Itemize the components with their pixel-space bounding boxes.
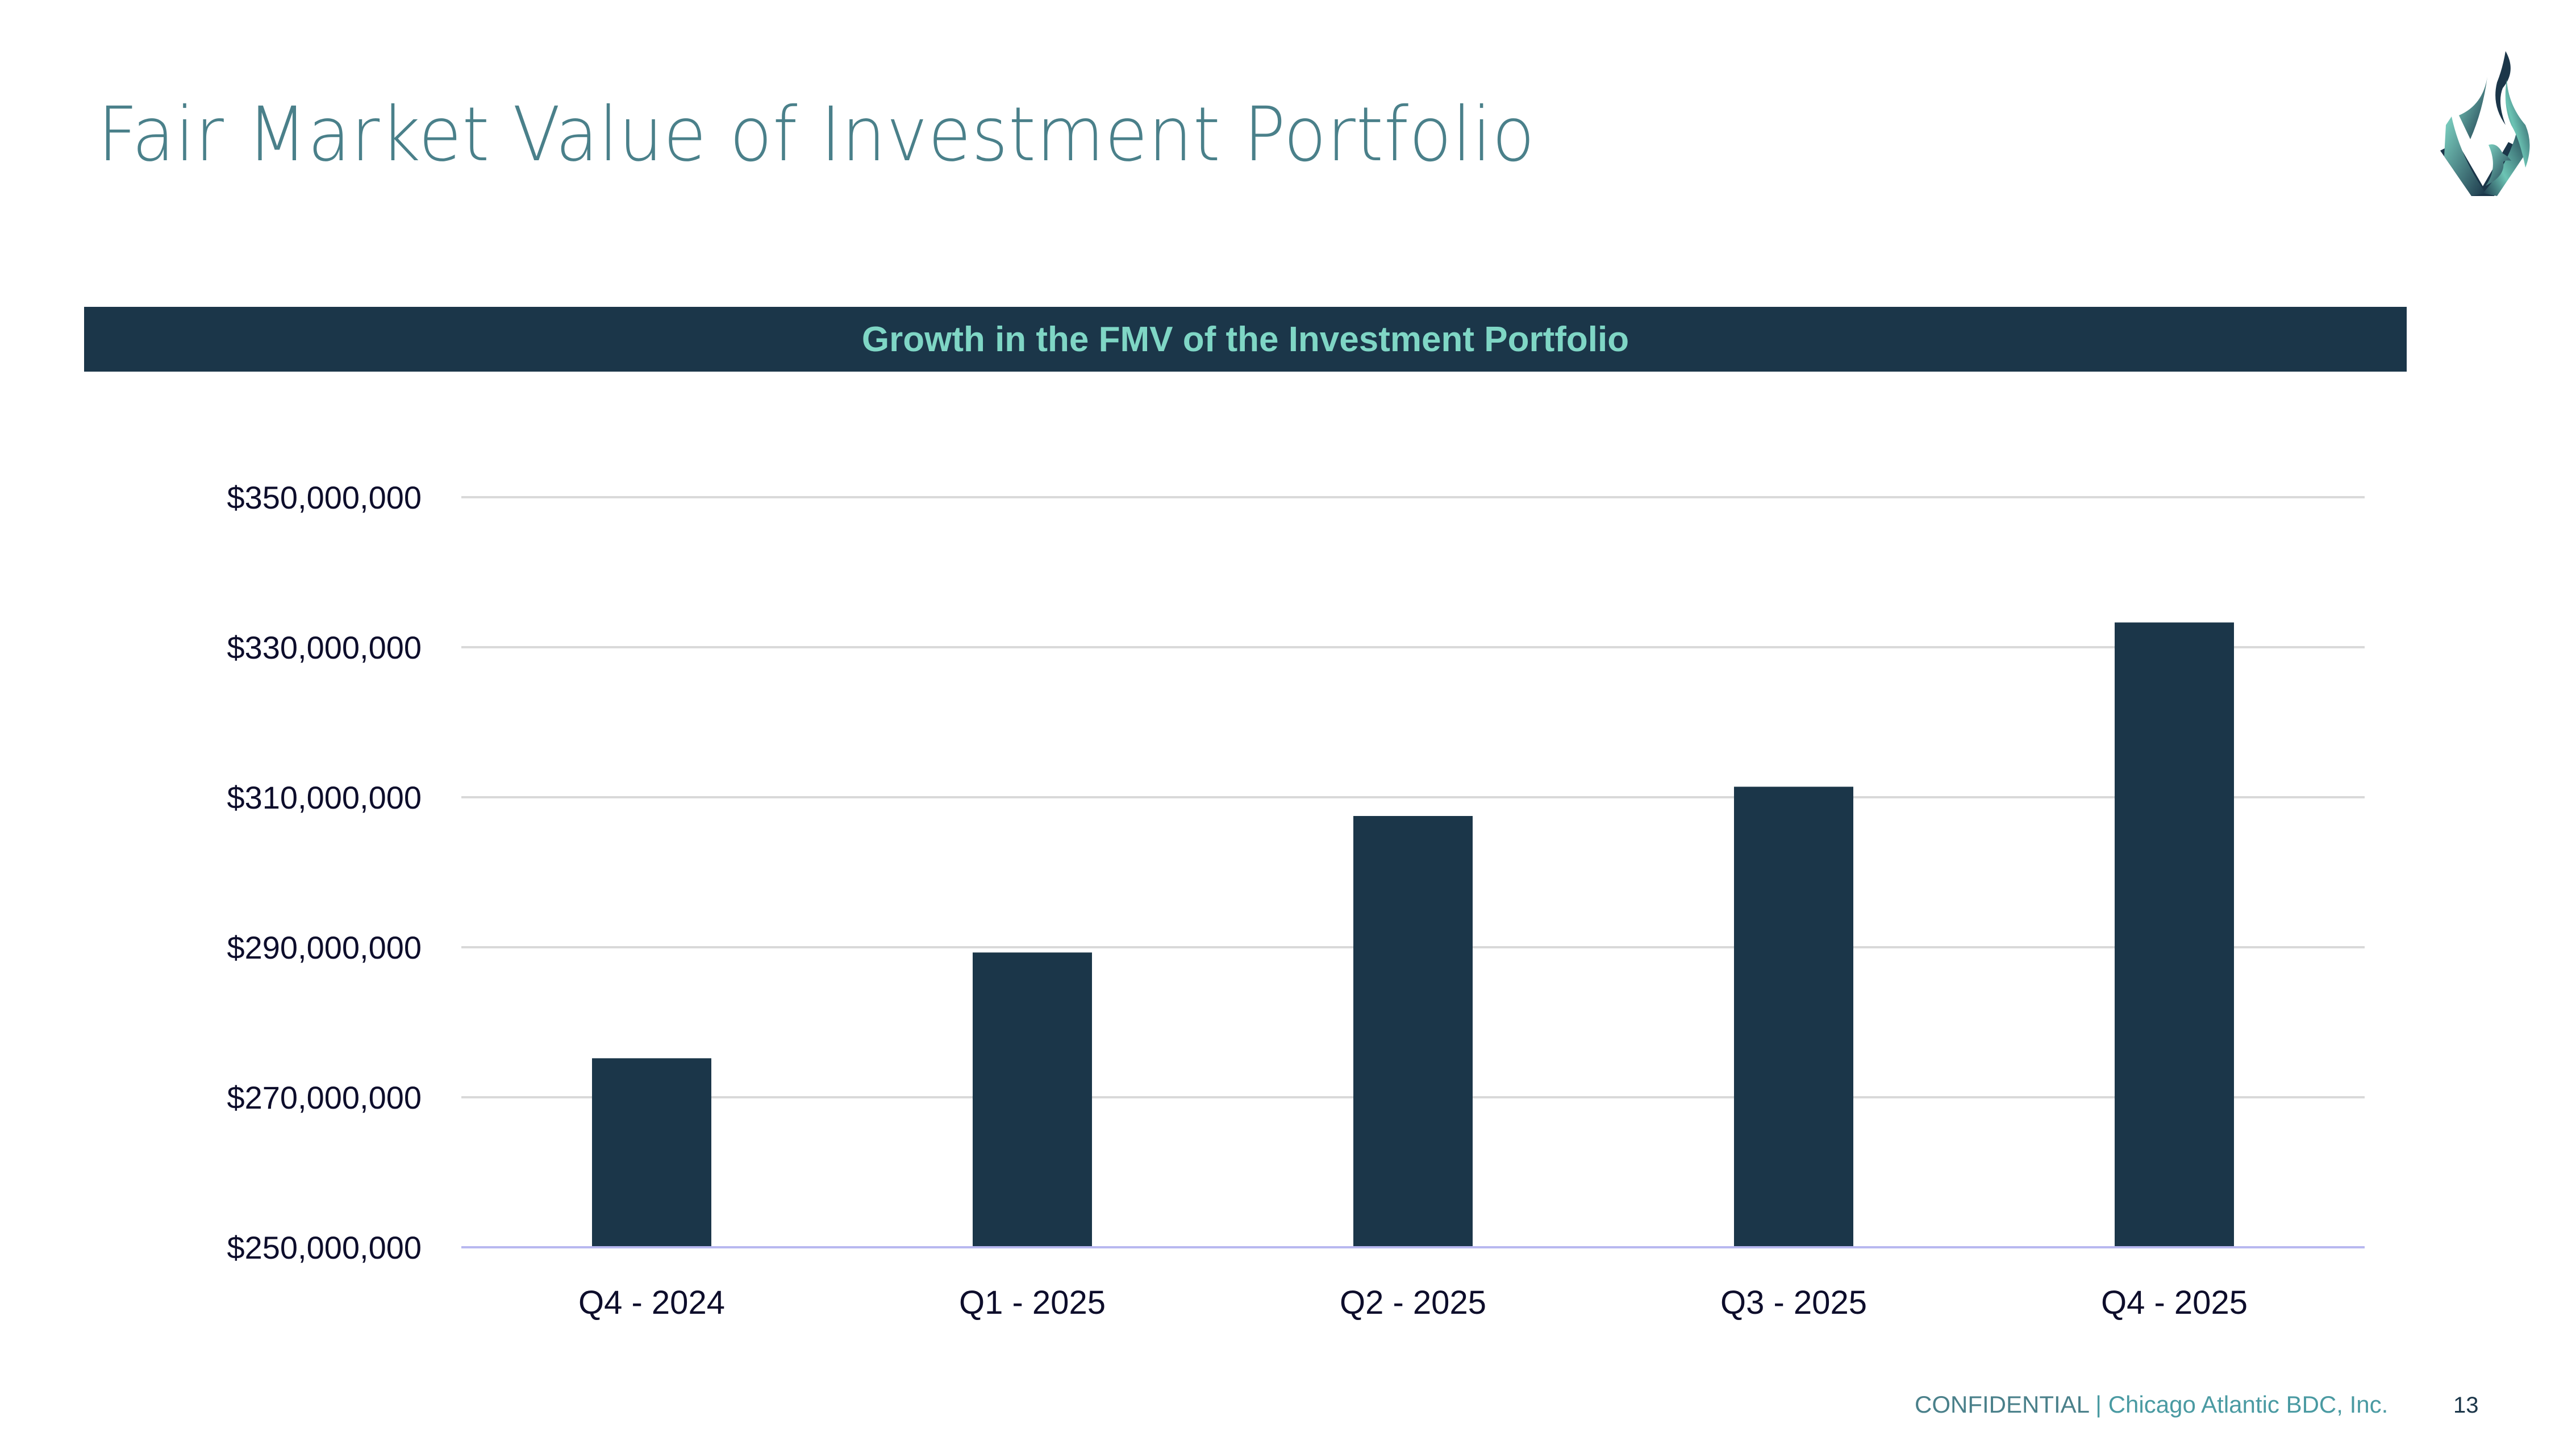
y-tick-label: $290,000,000: [227, 930, 422, 965]
bar: [1734, 786, 1853, 1247]
x-tick-label: Q3 - 2025: [1720, 1284, 1867, 1321]
phoenix-flame-logo-icon: [2440, 51, 2530, 196]
bar: [2115, 622, 2234, 1247]
x-tick-label: Q4 - 2025: [2101, 1284, 2248, 1321]
footer-company: Chicago Atlantic BDC, Inc.: [2108, 1391, 2389, 1418]
y-tick-label: $250,000,000: [227, 1230, 422, 1265]
y-tick-label: $350,000,000: [227, 480, 422, 515]
x-axis-labels: Q4 - 2024 Q1 - 2025 Q2 - 2025 Q3 - 2025 Q4 -…: [578, 1284, 2248, 1321]
slide-title: Fair Market Value of Investment Portfoli…: [98, 91, 1536, 178]
chart-title-banner: Growth in the FMV of the Investment Port…: [84, 307, 2407, 372]
footer-separator: |: [2089, 1391, 2108, 1418]
bars: [592, 622, 2234, 1247]
page-number: 13: [2453, 1393, 2479, 1418]
x-tick-label: Q1 - 2025: [959, 1284, 1106, 1321]
x-tick-label: Q2 - 2025: [1340, 1284, 1486, 1321]
chart-title: Growth in the FMV of the Investment Port…: [861, 319, 1629, 359]
footer-confidential: CONFIDENTIAL: [1915, 1391, 2089, 1418]
x-tick-label: Q4 - 2024: [578, 1284, 725, 1321]
footer-text: CONFIDENTIAL | Chicago Atlantic BDC, Inc…: [1915, 1391, 2388, 1418]
y-tick-label: $310,000,000: [227, 780, 422, 815]
y-tick-label: $270,000,000: [227, 1080, 422, 1115]
y-axis-labels: $250,000,000 $270,000,000 $290,000,000 $310…: [227, 480, 422, 1265]
y-tick-label: $330,000,000: [227, 630, 422, 665]
bar: [973, 952, 1092, 1247]
bar: [1353, 816, 1473, 1247]
bar: [592, 1058, 711, 1247]
